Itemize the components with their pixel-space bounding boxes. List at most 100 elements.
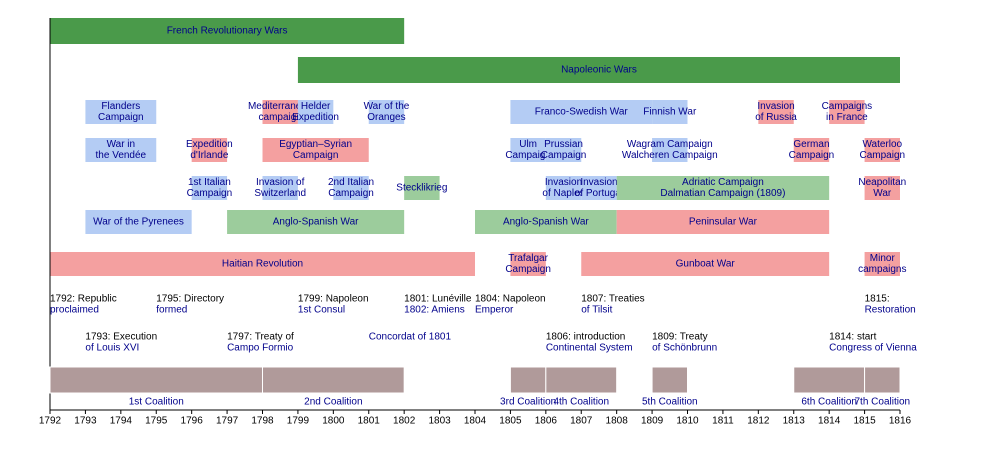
event-bar (545, 176, 582, 200)
bar-label: Campaign (541, 150, 587, 161)
x-tick-label: 1804 (464, 416, 487, 427)
bar-label: Campaign (859, 150, 905, 161)
bar-label: Ulm (519, 139, 537, 150)
bar-label: Finnish War (643, 107, 697, 118)
bar-label: Oranges (367, 112, 405, 123)
event-bar (85, 100, 157, 124)
bar-label: Switzerland (254, 188, 306, 199)
coalition-bar (545, 366, 618, 394)
event-text: Continental System (546, 343, 633, 354)
event-bar (758, 100, 794, 124)
bar-label: Invasion (757, 101, 794, 112)
event-text: Congress of Vienna (829, 343, 917, 354)
event-text: proclaimed (50, 305, 99, 316)
event-bar (368, 100, 405, 124)
x-tick-label: 1799 (287, 416, 310, 427)
bar-label: Campaign (789, 150, 835, 161)
x-tick-label: 1806 (535, 416, 558, 427)
coalition-label: 7th Coalition (854, 397, 910, 408)
coalition-bar (864, 366, 901, 394)
bar-label: Anglo-Spanish War (503, 217, 589, 228)
event-bar (262, 100, 298, 124)
event-bar (793, 138, 830, 162)
bar-label: Helder (301, 101, 331, 112)
event-text: 1797: Treaty of (227, 332, 294, 343)
bar-label: Haitian Revolution (222, 259, 303, 270)
event-bar (262, 138, 369, 162)
x-tick-label: 1798 (251, 416, 274, 427)
bar-label: Campaign (505, 150, 551, 161)
bar-label: Mediterranean (248, 101, 312, 112)
event-bar (85, 138, 157, 162)
bar-label: Stecklikrieg (396, 183, 447, 194)
bar-label: Napoleonic Wars (561, 65, 637, 76)
coalition-bar (651, 366, 688, 394)
event-text: 1815: (865, 294, 890, 305)
bar-label: Trafalgar (508, 253, 548, 264)
bar-label: Expedition (186, 139, 233, 150)
coalition-label: 2nd Coalition (304, 397, 362, 408)
bar-label: German (793, 139, 829, 150)
event-text: Restoration (865, 305, 916, 316)
bar-label: Neapolitan (858, 177, 906, 188)
x-tick-label: 1797 (216, 416, 239, 427)
x-tick-label: 1794 (110, 416, 133, 427)
bar-label: of Russia (755, 112, 797, 123)
bar-label: Campaign (328, 188, 374, 199)
bar-label: Campaign (293, 150, 339, 161)
x-tick-label: 1796 (181, 416, 204, 427)
bar-label: Minor (870, 253, 896, 264)
event-text: 1807: Treaties (581, 294, 644, 305)
x-tick-label: 1810 (676, 416, 699, 427)
x-tick-label: 1795 (145, 416, 168, 427)
event-bar (297, 100, 334, 124)
event-bar (262, 176, 298, 200)
bar-label: of Naples (542, 188, 584, 199)
event-bar (404, 176, 440, 200)
bar-label: Walcheren Campaign (622, 150, 718, 161)
coalition-label: 5th Coalition (642, 397, 698, 408)
bar-label: Prussian (544, 139, 583, 150)
event-text: 1814: start (829, 332, 876, 343)
event-bar (475, 210, 617, 234)
bar-label: Invasion (580, 177, 617, 188)
event-bar (616, 210, 830, 234)
bar-label: the Vendée (96, 150, 147, 161)
x-tick-label: 1803 (428, 416, 451, 427)
bar-label: War of the Pyrenees (93, 217, 184, 228)
bar-label: War of the (364, 101, 410, 112)
bar-label: Campaign (187, 188, 233, 199)
bar-label: Invasion (545, 177, 582, 188)
bar-label: Campaign (98, 112, 144, 123)
bar-label: in France (826, 112, 868, 123)
bar-label: Peninsular War (689, 217, 758, 228)
bar-label: French Revolutionary Wars (167, 26, 288, 37)
x-tick-label: 1816 (889, 416, 912, 427)
x-tick-label: 1792 (39, 416, 62, 427)
bar-label: 1st Italian (188, 177, 231, 188)
event-text: 1804: Napoleon (475, 294, 546, 305)
x-tick-label: 1813 (783, 416, 806, 427)
event-bar (510, 100, 653, 124)
bar-label: campaigns (858, 264, 906, 275)
event-text: Campo Formio (227, 343, 294, 354)
event-bar (829, 100, 865, 124)
event-text: Concordat of 1801 (369, 332, 452, 343)
event-bar (652, 100, 688, 124)
bar-label: Gunboat War (676, 259, 736, 270)
coalition-label: 6th Coalition (801, 397, 857, 408)
bar-label: Adriatic Campaign (682, 177, 764, 188)
event-text: of Tilsit (581, 305, 612, 316)
event-text: formed (156, 305, 187, 316)
coalition-bar (509, 366, 547, 394)
coalition-bar (49, 366, 263, 394)
event-text: 1795: Directory (156, 294, 224, 305)
bar-label: Invasion of (256, 177, 305, 188)
bar-label: Egyptian–Syrian (279, 139, 352, 150)
event-bar (333, 176, 369, 200)
bar-label: Wagram Campaign (627, 139, 713, 150)
event-bar (581, 252, 830, 276)
event-bar (545, 138, 582, 162)
x-tick-label: 1802 (393, 416, 416, 427)
